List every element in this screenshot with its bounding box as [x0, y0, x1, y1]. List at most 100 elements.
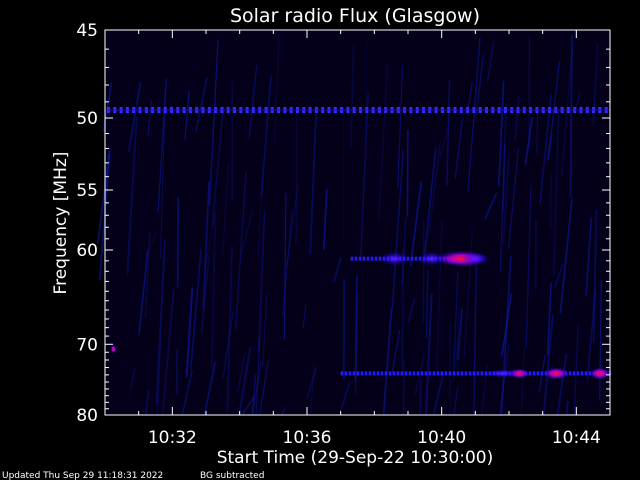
x-tick-label: 10:36: [283, 428, 332, 448]
emission-dot: [350, 256, 354, 261]
emission-dot: [408, 371, 412, 376]
noise-streak: [565, 400, 569, 416]
noise-streak: [549, 173, 553, 229]
y-tick-label: 45: [76, 21, 98, 41]
emission-hotspot: [544, 367, 569, 380]
emission-dot: [572, 371, 576, 376]
noise-streak: [559, 198, 573, 314]
noise-streak: [467, 81, 473, 110]
noise-streak: [455, 306, 460, 370]
emission-dot: [358, 256, 362, 261]
noise-streak: [310, 361, 315, 416]
noise-streak: [446, 80, 451, 186]
noise-streak: [501, 293, 513, 357]
emission-dot: [576, 371, 580, 376]
noise-streak: [226, 246, 233, 413]
emission-dot: [340, 371, 344, 376]
emission-hotspot: [461, 252, 490, 265]
emission-dot: [376, 371, 380, 376]
emission-dot: [366, 256, 370, 261]
noise-streak: [354, 275, 358, 381]
emission-dot: [480, 371, 484, 376]
noise-streak: [547, 61, 561, 160]
noise-streak: [507, 148, 520, 249]
emission-dot: [384, 371, 388, 376]
noise-streak: [560, 51, 573, 176]
noise-streak: [575, 90, 581, 112]
emission-dot: [536, 371, 540, 376]
noise-streak: [185, 287, 194, 378]
y-axis-label: Frequency [MHz]: [51, 152, 71, 295]
noise-streak: [161, 289, 175, 416]
noise-streak: [599, 279, 602, 400]
plot-area: [105, 30, 610, 415]
noise-streak: [401, 217, 407, 285]
emission-dot: [344, 371, 348, 376]
x-tick-label: 10:32: [148, 428, 197, 448]
noise-streak: [475, 54, 485, 116]
plot-frame: [104, 29, 611, 416]
emission-hotspot: [589, 367, 610, 380]
noise-streak: [573, 324, 579, 416]
emission-features: [105, 107, 612, 380]
noise-streak: [520, 346, 525, 416]
noise-streak: [569, 34, 573, 199]
noise-streak: [554, 264, 564, 288]
noise-streak: [306, 367, 317, 399]
emission-dot: [404, 371, 408, 376]
noise-streak: [359, 92, 369, 261]
noise-streak: [514, 96, 520, 141]
y-tick-label: 60: [76, 241, 98, 261]
emission-dot: [568, 371, 572, 376]
noise-streak: [407, 299, 416, 323]
noise-streak: [377, 62, 389, 220]
emission-dot: [378, 256, 382, 261]
emission-dot: [584, 371, 588, 376]
emission-dot: [416, 371, 420, 376]
noise-streak: [553, 112, 560, 277]
noise-streak: [203, 361, 217, 416]
noise-streak: [145, 230, 158, 257]
emission-dot: [444, 371, 448, 376]
noise-streak: [144, 389, 150, 416]
noise-streak: [397, 65, 404, 190]
noise-streak: [283, 193, 287, 340]
y-tick-label: 50: [76, 109, 98, 129]
noise-streak: [144, 232, 151, 318]
noise-streak: [241, 396, 255, 416]
noise-streak: [409, 181, 423, 266]
noise-streak: [96, 148, 111, 244]
noise-streak: [260, 75, 272, 198]
emission-dot: [368, 371, 372, 376]
emission-dot: [400, 371, 404, 376]
noise-streak: [486, 41, 495, 82]
emission-dot: [356, 371, 360, 376]
noise-streak: [425, 270, 429, 338]
noise-streak: [453, 387, 459, 416]
emission-dot: [414, 256, 418, 261]
noise-streak: [202, 181, 210, 310]
noise-streak: [222, 311, 234, 378]
noise-streak: [295, 114, 298, 244]
y-tick-label: 80: [76, 406, 98, 426]
noise-streak: [280, 408, 286, 416]
noise-streak: [401, 248, 404, 368]
emission-dot: [420, 371, 424, 376]
emission-dot: [456, 371, 460, 376]
emission-dot: [528, 371, 532, 376]
emission-dot: [364, 371, 368, 376]
noise-streak: [273, 33, 280, 145]
emission-dot: [532, 371, 536, 376]
noise-streak: [176, 197, 180, 288]
updated-timestamp: Updated Thu Sep 29 11:18:31 2022: [2, 471, 163, 480]
emission-dot: [362, 256, 366, 261]
emission-dot: [424, 371, 428, 376]
noise-streak: [261, 293, 268, 368]
noise-streak: [499, 344, 510, 416]
noise-streak: [423, 147, 437, 263]
noise-streak: [542, 315, 554, 416]
noise-streak: [322, 188, 328, 250]
noise-streak: [211, 105, 225, 227]
emission-dot: [412, 371, 416, 376]
